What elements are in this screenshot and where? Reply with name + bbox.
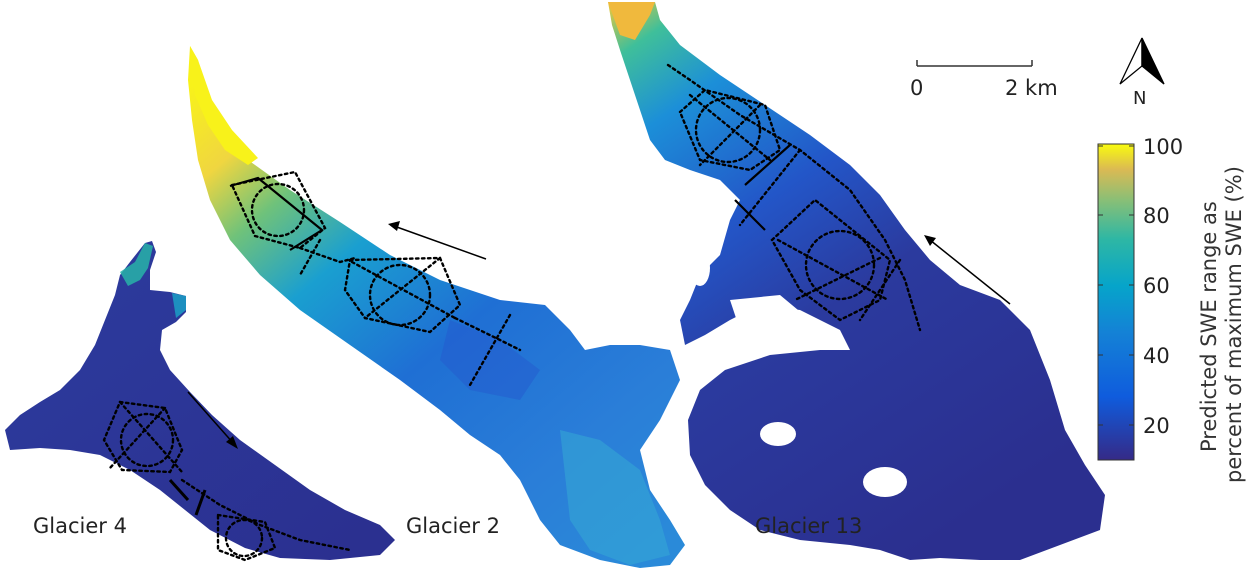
colorbar-tick-100: 100 [1143,135,1183,159]
colorbar-ticks [1098,145,1134,426]
scale-bar-end-label: 2 km [1005,76,1058,100]
colorbar-tick-80: 80 [1143,204,1170,228]
colorbar-title-line2: percent of maximum SWE (%) [1222,166,1246,483]
colorbar-tick-40: 40 [1143,344,1170,368]
glacier-13-survey [666,63,922,332]
glacier-2-flow-arrow [388,221,487,260]
glacier-4-label: Glacier 4 [33,514,127,538]
scale-bar: 0 2 km [910,60,1058,100]
glacier-4-survey [102,400,352,562]
glacier-13-label: Glacier 13 [755,514,862,538]
glacier-2-label: Glacier 2 [406,514,500,538]
north-arrow-icon: N [1119,37,1165,109]
north-arrow-label: N [1133,88,1146,109]
glacier-13-flow-arrow [924,235,1011,305]
colorbar-title-line1: Predicted SWE range as [1197,201,1221,452]
glacier-4-shape [5,241,395,560]
colorbar: 100 80 60 40 20 Predicted SWE range as p… [1097,135,1246,483]
colorbar-gradient [1097,143,1135,461]
colorbar-tick-20: 20 [1143,414,1170,438]
scale-bar-start-label: 0 [910,76,923,100]
colorbar-tick-60: 60 [1143,274,1170,298]
glacier-13-shape [608,2,1105,560]
glacier-4-flow-arrow [187,391,238,449]
glacier-2-survey [229,170,522,387]
